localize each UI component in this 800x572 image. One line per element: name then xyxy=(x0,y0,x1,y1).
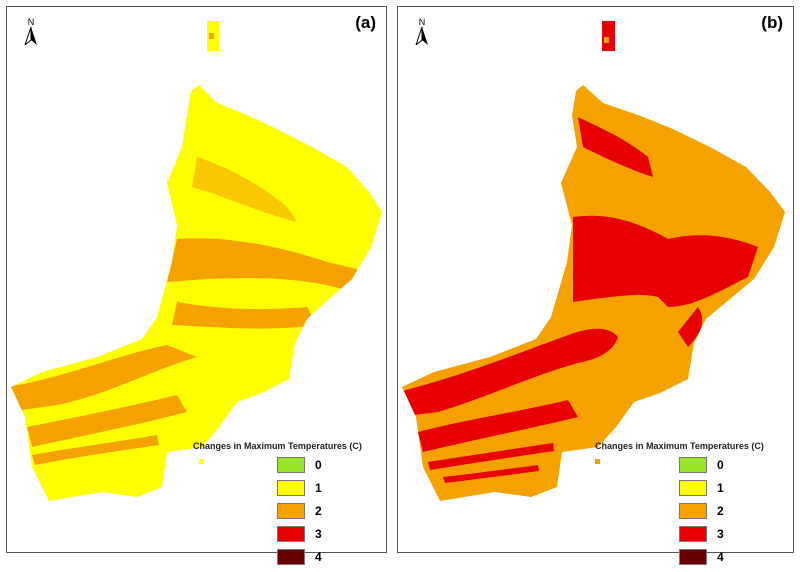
north-arrow-icon xyxy=(414,26,428,47)
legend-b: Changes in Maximum Temperatures (C) 0 1 … xyxy=(595,441,764,572)
north-arrow: N xyxy=(21,17,41,50)
legend-item-4: 4 xyxy=(277,549,362,572)
legend-item-3: 3 xyxy=(679,526,764,549)
legend-value: 1 xyxy=(717,481,724,495)
oman-mainland-a xyxy=(11,85,382,501)
legend-value: 0 xyxy=(315,458,322,472)
panel-label-b: (b) xyxy=(761,13,783,32)
legend-item-3: 3 xyxy=(277,526,362,549)
legend-item-0: 0 xyxy=(277,457,362,480)
north-arrow-icon xyxy=(23,26,37,47)
legend-swatch xyxy=(679,503,707,519)
north-letter: N xyxy=(27,17,35,27)
legend-swatch xyxy=(277,526,305,542)
warming-bands-b xyxy=(402,117,758,483)
legend-swatch xyxy=(679,480,707,496)
map-panel-b: N (b) Changes in Maximum Temperatures (C… xyxy=(397,6,794,565)
legend-item-4: 4 xyxy=(679,549,764,572)
islet-b xyxy=(595,459,600,464)
warming-bands-a xyxy=(11,157,357,465)
legend-value: 2 xyxy=(717,504,724,518)
legend-item-1: 1 xyxy=(277,480,362,503)
legend-value: 4 xyxy=(717,550,724,564)
legend-value: 3 xyxy=(717,527,724,541)
legend-value: 0 xyxy=(717,458,724,472)
legend-item-0: 0 xyxy=(679,457,764,480)
legend-title: Changes in Maximum Temperatures (C) xyxy=(193,441,362,451)
legend-item-2: 2 xyxy=(679,503,764,526)
legend-item-2: 2 xyxy=(277,503,362,526)
legend-value: 2 xyxy=(315,504,322,518)
legend-title: Changes in Maximum Temperatures (C) xyxy=(595,441,764,451)
legend-value: 1 xyxy=(315,481,322,495)
legend-swatch xyxy=(277,480,305,496)
map-panel-a: N (a) Changes in Maximum Temperatures (C… xyxy=(6,6,387,565)
legend-a: Changes in Maximum Temperatures (C) 0 1 … xyxy=(193,441,362,572)
oman-map-a xyxy=(11,21,382,501)
legend-item-1: 1 xyxy=(679,480,764,503)
north-letter: N xyxy=(418,17,426,27)
legend-swatch xyxy=(277,503,305,519)
legend-swatch xyxy=(679,457,707,473)
oman-map-b xyxy=(402,21,785,501)
islet-a xyxy=(199,459,204,464)
north-arrow: N xyxy=(412,17,432,50)
legend-swatch xyxy=(679,526,707,542)
legend-swatch xyxy=(277,457,305,473)
legend-value: 4 xyxy=(315,550,322,564)
island-a-detail xyxy=(209,33,214,39)
legend-value: 3 xyxy=(315,527,322,541)
island-b xyxy=(602,21,615,51)
panel-label-a: (a) xyxy=(355,13,376,32)
island-b-detail xyxy=(604,37,609,43)
